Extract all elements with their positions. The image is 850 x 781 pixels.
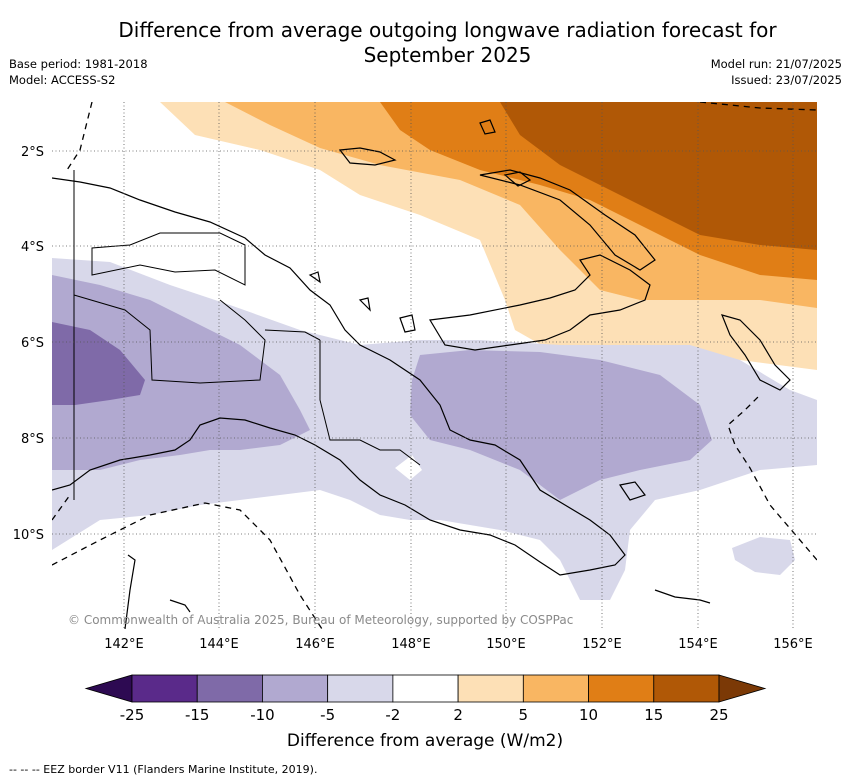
map-plot-area: [52, 102, 817, 629]
anomaly-band-15-to-25: [500, 102, 817, 250]
coastlines: [52, 119, 791, 629]
lon-label: 154°E: [678, 637, 718, 652]
colorbar-tick-label: -10: [250, 706, 275, 724]
anomaly-patch-se: [732, 537, 795, 575]
lon-label: 156°E: [773, 637, 813, 652]
colorbar-segment: [653, 674, 720, 703]
colorbar-tick-label: -2: [385, 706, 400, 724]
lon-label: 146°E: [295, 637, 335, 652]
lat-label: 10°S: [13, 528, 44, 543]
title-line-2: September 2025: [363, 43, 532, 67]
colorbar-segment: [196, 674, 263, 703]
colorbar-tick-label: -25: [120, 706, 145, 724]
colorbar-tick-label: 2: [453, 706, 463, 724]
colorbar-extend-high: [718, 674, 767, 703]
latitude-labels: 2°S 4°S 6°S 8°S 10°S: [13, 145, 44, 543]
colorbar-extend-low: [84, 674, 133, 703]
lon-label: 144°E: [199, 637, 239, 652]
anomaly-band-10-to-15-purple: [52, 322, 145, 405]
colorbar-segment: [327, 674, 394, 703]
colorbar-label: Difference from average (W/m2): [286, 731, 564, 751]
colorbar-tick-label: 5: [519, 706, 529, 724]
colorbar-segment: [131, 674, 198, 703]
eez-footnote: -- -- -- EEZ border V11 (Flanders Marine…: [9, 763, 318, 776]
colorbar-segment: [262, 674, 329, 703]
model-name: Model: ACCESS-S2: [9, 73, 116, 87]
colorbar-segment: [457, 674, 524, 703]
base-period-info: Base period: 1981-2018 Model: ACCESS-S2: [9, 56, 148, 88]
lat-label: 8°S: [21, 432, 44, 447]
colorbar-segment: [522, 674, 589, 703]
colorbar-tick-label: 25: [709, 706, 728, 724]
title-line-1: Difference from average outgoing longwav…: [118, 18, 777, 42]
copyright-notice: © Commonwealth of Australia 2025, Bureau…: [68, 613, 574, 627]
colorbar-tick-label: 10: [579, 706, 598, 724]
colorbar-fills: [84, 674, 767, 703]
model-run: Model run: 21/07/2025: [710, 57, 842, 71]
base-period: Base period: 1981-2018: [9, 57, 148, 71]
eez-borders: [52, 102, 817, 629]
colorbar-segment: [392, 674, 459, 703]
map-title: Difference from average outgoing longwav…: [0, 18, 850, 68]
lat-label: 6°S: [21, 336, 44, 351]
colorbar-ticks: -25 -15 -10 -5 -2 2 5 10 15 25: [120, 706, 729, 724]
run-info: Model run: 21/07/2025 Issued: 23/07/2025: [711, 56, 842, 88]
colorbar-tick-label: -5: [320, 706, 335, 724]
borders: [73, 170, 421, 500]
colorbar-segment: [588, 674, 655, 703]
issued-date: Issued: 23/07/2025: [731, 73, 842, 87]
colorbar-tick-label: 15: [644, 706, 663, 724]
graticule: [52, 102, 817, 629]
colorbar-tick-label: -15: [185, 706, 210, 724]
lon-label: 152°E: [582, 637, 622, 652]
anomaly-band-5-to-10-purple: [52, 275, 310, 470]
anomaly-band-5-to-10-east: [410, 350, 712, 500]
lat-label: 4°S: [21, 240, 44, 255]
lon-label: 142°E: [104, 637, 144, 652]
lon-label: 150°E: [486, 637, 526, 652]
lat-label: 2°S: [21, 145, 44, 160]
lon-label: 148°E: [391, 637, 431, 652]
longitude-labels: 142°E 144°E 146°E 148°E 150°E 152°E 154°…: [104, 637, 813, 652]
